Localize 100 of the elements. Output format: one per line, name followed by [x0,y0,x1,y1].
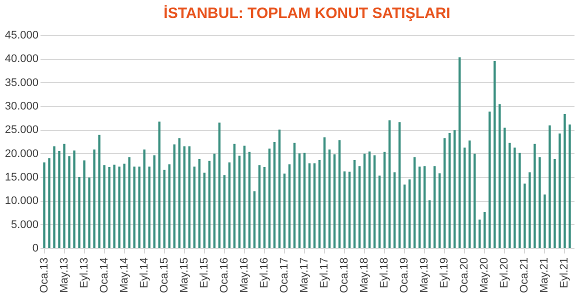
bar [163,170,166,248]
bar [534,144,536,248]
bar [403,184,406,248]
x-tick-label: Oca.18 [338,258,351,293]
x-tick-label: Eyl.20 [498,258,511,288]
bar [528,172,531,248]
bar [494,61,496,248]
bar [484,212,486,248]
bar [363,154,366,248]
bar [554,159,556,248]
bar [434,166,436,248]
x-tick-label: Eyl.21 [558,258,571,288]
bar [108,167,110,248]
bar [58,150,60,248]
bar [193,166,196,248]
bar [63,144,66,248]
bar [568,124,571,248]
y-tick-label: 0 [32,242,38,254]
bar [88,177,90,248]
bar [83,160,86,248]
bar [103,165,106,248]
bar [143,150,146,248]
y-tick-label: 30.000 [4,100,38,112]
bar [343,171,346,248]
y-tick-label: 10.000 [4,195,38,208]
bar [348,172,351,248]
x-tick-label: Eyl.13 [78,258,90,288]
bar [444,138,446,248]
x-tick-label: Eyl.17 [318,258,331,288]
bar [508,142,511,248]
bar [208,160,211,248]
bar [158,122,160,248]
bar [368,151,371,248]
bar [558,133,561,248]
bar [253,191,256,248]
x-tick-label: Eyl.15 [198,258,210,288]
y-tick-label: 15.000 [4,172,38,184]
x-tick-label: May.16 [238,258,250,293]
bar [133,166,136,248]
x-tick-label: Oca.21 [518,258,531,293]
bar [474,154,476,248]
x-tick-label: May.17 [298,258,310,293]
bar [73,150,76,248]
bar [188,146,190,248]
bar [418,166,421,248]
bar [373,155,376,248]
bar [564,114,566,248]
bar [68,156,70,248]
bar [43,162,46,248]
bar [203,172,206,248]
bar [524,184,526,248]
bar [78,177,80,248]
bar [313,163,316,248]
x-tick-label: Eyl.18 [378,258,391,288]
bar [438,173,441,248]
bar [183,146,186,248]
bar [303,152,306,248]
x-tick-label: Eyl.19 [438,258,451,288]
x-tick-label: Oca.14 [98,258,110,293]
y-tick-label: 25.000 [4,124,38,136]
bar [233,144,236,248]
x-tick-label: Eyl.16 [258,258,270,288]
bar [504,128,506,248]
x-tick-label: May.14 [118,258,130,293]
bar [454,130,456,248]
bar [218,122,221,248]
bar [458,57,461,248]
bar [383,152,386,248]
bar [428,200,431,248]
bar [323,137,326,248]
bar [268,148,271,248]
x-tick-label: Oca.13 [38,258,50,293]
bar [468,140,471,248]
bar [93,150,96,248]
bar [478,220,481,248]
y-tick-label: 40.000 [4,53,38,66]
bar [123,164,126,248]
bar [388,120,391,248]
bar [488,112,491,248]
bar [544,194,546,248]
bar [48,158,50,248]
bar [398,122,401,248]
bar [213,154,216,248]
x-tick-label: May.19 [418,258,431,293]
bar [333,154,336,248]
bar [338,140,341,248]
bar [424,166,426,248]
bar [148,166,150,248]
chart-title: İSTANBUL: TOPLAM KONUT SATIŞLARI [164,5,450,22]
bar [273,142,276,248]
x-tick-label: Oca.19 [398,258,411,293]
bar [514,148,516,248]
bar [293,142,296,248]
bar [298,153,301,248]
bar [498,104,501,248]
bar [173,144,176,248]
bar [448,132,451,248]
bar [393,172,396,248]
bar [414,157,416,248]
bar [198,159,200,248]
